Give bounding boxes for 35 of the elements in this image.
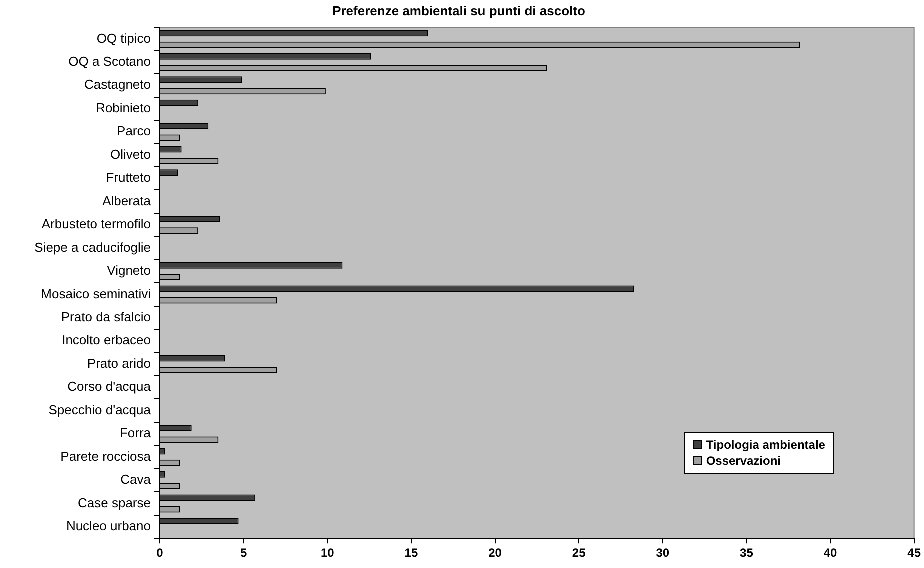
- y-tick-label: Arbusteto termofilo: [42, 216, 151, 232]
- x-tick-label: 25: [572, 546, 586, 560]
- y-tick-label: Prato da sfalcio: [61, 310, 151, 325]
- y-tick-label: Cava: [120, 472, 152, 488]
- x-tick-label: 0: [156, 546, 164, 560]
- y-tick-label: Incolto erbaceo: [62, 332, 151, 348]
- x-tick-label: 10: [320, 546, 335, 560]
- x-tick-label: 5: [240, 546, 248, 560]
- x-tick-label: 40: [824, 546, 838, 560]
- y-tick-label: Vigneto: [107, 263, 151, 278]
- x-tick-label: 30: [656, 546, 670, 560]
- y-tick-label: Parco: [117, 124, 151, 139]
- x-tick-label: 45: [908, 546, 922, 560]
- y-tick-label: Parete rocciosa: [60, 448, 152, 464]
- y-tick-label: Specchio d'acqua: [48, 402, 152, 418]
- y-tick-label: Forra: [120, 426, 152, 441]
- legend-label: Tipologia ambientale: [706, 438, 826, 452]
- y-tick-label: Oliveto: [110, 146, 151, 162]
- x-tick-label: 20: [488, 546, 502, 560]
- y-tick-label: Frutteto: [106, 170, 151, 186]
- y-tick-label: Prato arido: [87, 356, 151, 371]
- y-tick-label: Mosaico seminativi: [41, 286, 152, 302]
- y-tick-label: Nucleo urbano: [66, 518, 151, 534]
- chart-title: Preferenze ambientali su punti di ascolto: [332, 3, 586, 18]
- y-tick-label: Case sparse: [78, 495, 151, 510]
- y-tick-label: Siepe a caducifoglie: [34, 240, 151, 255]
- x-tick-label: 35: [740, 546, 754, 560]
- y-tick-label: OQ tipico: [96, 30, 151, 46]
- y-tick-label: Castagneto: [84, 77, 151, 92]
- y-tick-label: Robinieto: [96, 100, 151, 116]
- y-tick-label: OQ a Scotano: [68, 54, 151, 70]
- y-tick-label: Corso d'acqua: [68, 379, 152, 394]
- x-tick-label: 15: [404, 546, 418, 560]
- legend-label: Osservazioni: [706, 454, 782, 468]
- y-tick-label: Alberata: [102, 193, 152, 208]
